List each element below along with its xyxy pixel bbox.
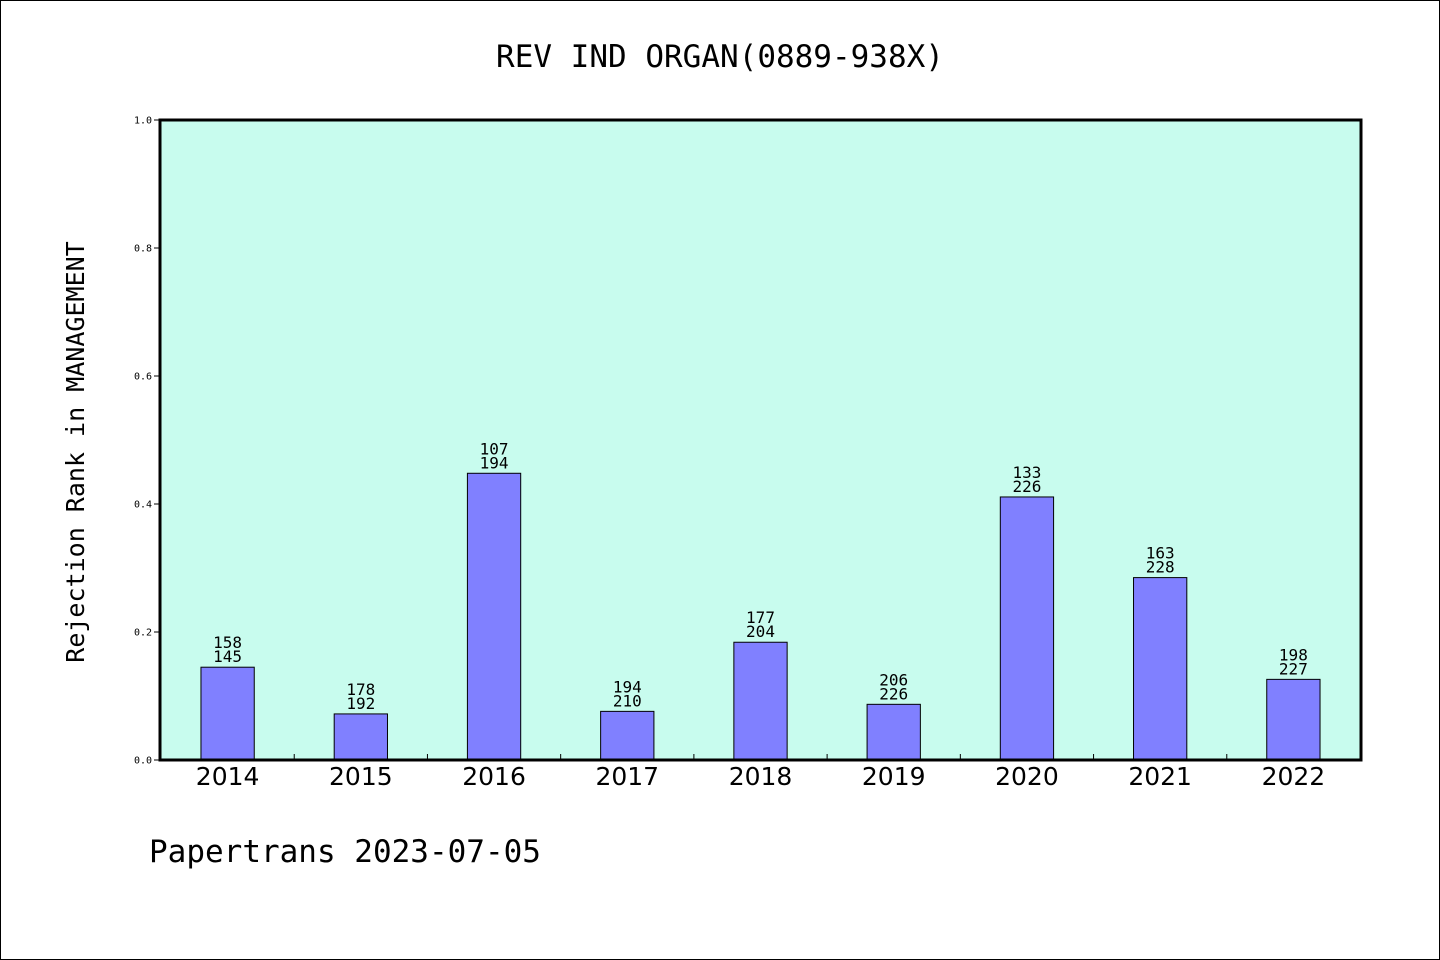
bar-data-label: 226 bbox=[879, 684, 908, 703]
bar-data-label: 192 bbox=[346, 694, 375, 713]
bar bbox=[1133, 577, 1188, 761]
bar bbox=[466, 472, 522, 761]
bar bbox=[200, 666, 255, 761]
bar-data-label: 177 bbox=[746, 608, 775, 627]
x-tick-label: 2019 bbox=[862, 762, 926, 791]
bar-data-label: 206 bbox=[879, 670, 908, 689]
bar-data-label: 227 bbox=[1279, 659, 1308, 678]
bar-data-label: 194 bbox=[613, 677, 642, 696]
x-tick-label: 2014 bbox=[196, 762, 260, 791]
y-tick-label: 0.0 bbox=[134, 756, 152, 767]
y-tick-label: 0.8 bbox=[134, 244, 152, 255]
bar-data-label: 163 bbox=[1146, 544, 1175, 563]
x-tick-label: 2022 bbox=[1262, 762, 1326, 791]
bar-data-label: 228 bbox=[1146, 558, 1175, 577]
bar bbox=[866, 703, 921, 761]
bar-data-label: 178 bbox=[346, 680, 375, 699]
bar-data-label: 107 bbox=[480, 439, 509, 458]
bar-data-label: 210 bbox=[613, 691, 642, 710]
x-tick-label: 2016 bbox=[462, 762, 526, 791]
bar-data-label: 204 bbox=[746, 622, 775, 641]
bar-data-label: 198 bbox=[1279, 645, 1308, 664]
x-tick-label: 2020 bbox=[995, 762, 1059, 791]
y-axis-label: Rejection Rank in MANAGEMENT bbox=[61, 241, 90, 662]
y-tick-label: 0.4 bbox=[134, 500, 152, 511]
bar-data-label: 226 bbox=[1012, 477, 1041, 496]
bar bbox=[999, 496, 1055, 761]
x-tick-label: 2018 bbox=[729, 762, 793, 791]
x-tick-label: 2021 bbox=[1128, 762, 1192, 791]
bar bbox=[600, 710, 655, 761]
bar bbox=[733, 641, 788, 761]
x-tick-label: 2015 bbox=[329, 762, 393, 791]
footer-credit: Papertrans 2023-07-05 bbox=[149, 834, 541, 870]
plot-border bbox=[158, 118, 1363, 762]
bar bbox=[333, 713, 388, 761]
bar-data-label: 145 bbox=[213, 647, 242, 666]
y-tick-label: 0.2 bbox=[134, 628, 152, 639]
y-tick-label: 1.0 bbox=[134, 116, 152, 127]
chart-title: REV IND ORGAN(0889-938X) bbox=[496, 39, 944, 75]
y-tick-label: 0.6 bbox=[134, 372, 152, 383]
x-tick-label: 2017 bbox=[595, 762, 659, 791]
bar-data-label: 133 bbox=[1012, 463, 1041, 482]
bar-data-label: 194 bbox=[480, 453, 509, 472]
bar bbox=[1266, 678, 1321, 761]
bar-data-label: 158 bbox=[213, 633, 242, 652]
